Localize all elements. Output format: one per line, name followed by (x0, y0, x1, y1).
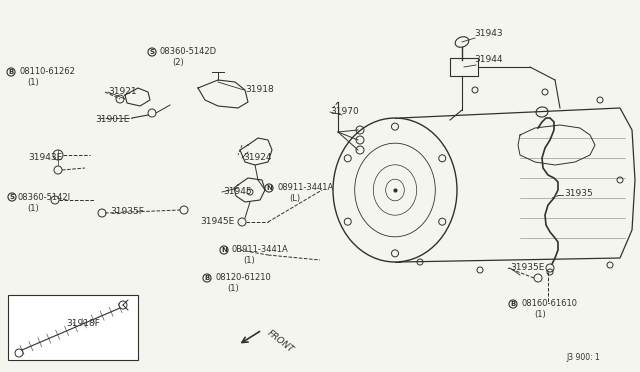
Text: (2): (2) (172, 58, 184, 67)
Text: 31970: 31970 (330, 106, 359, 115)
Text: (1): (1) (227, 285, 239, 294)
Text: 31944: 31944 (474, 55, 502, 64)
Text: (1): (1) (27, 203, 39, 212)
Text: 08160-61610: 08160-61610 (522, 298, 578, 308)
Text: B: B (510, 301, 516, 307)
Text: 08110-61262: 08110-61262 (19, 67, 75, 77)
Text: (L): (L) (289, 193, 300, 202)
Text: 31924: 31924 (243, 153, 271, 161)
Text: 31921: 31921 (108, 87, 136, 96)
Text: 31945E: 31945E (200, 218, 234, 227)
Text: 31918: 31918 (245, 84, 274, 93)
Text: FRONT: FRONT (266, 328, 296, 354)
Text: N: N (266, 185, 272, 191)
Text: (1): (1) (243, 257, 255, 266)
Text: J3 900: 1: J3 900: 1 (566, 353, 600, 362)
Text: 31918F: 31918F (66, 318, 100, 327)
Text: 31945: 31945 (223, 187, 252, 196)
Text: (1): (1) (534, 311, 546, 320)
Text: 0B911-3441A: 0B911-3441A (232, 244, 289, 253)
Bar (450, 58, 478, 76)
Text: 08360-5142D: 08360-5142D (160, 46, 217, 55)
Text: 31935F: 31935F (110, 208, 144, 217)
Text: 08911-3441A: 08911-3441A (278, 183, 334, 192)
Text: 31935E: 31935E (510, 263, 545, 272)
Text: B: B (8, 69, 13, 75)
Text: S: S (150, 49, 154, 55)
Text: S: S (10, 194, 15, 200)
Text: (1): (1) (27, 77, 39, 87)
Text: 31943E: 31943E (28, 153, 62, 161)
Text: 31943: 31943 (474, 29, 502, 38)
Bar (8, 295, 138, 360)
Text: N: N (221, 247, 227, 253)
Text: 08120-61210: 08120-61210 (215, 273, 271, 282)
Text: 08360-5142I: 08360-5142I (18, 192, 71, 202)
Text: 31901E: 31901E (95, 115, 129, 124)
Text: B: B (204, 275, 210, 281)
Text: 31935: 31935 (564, 189, 593, 199)
